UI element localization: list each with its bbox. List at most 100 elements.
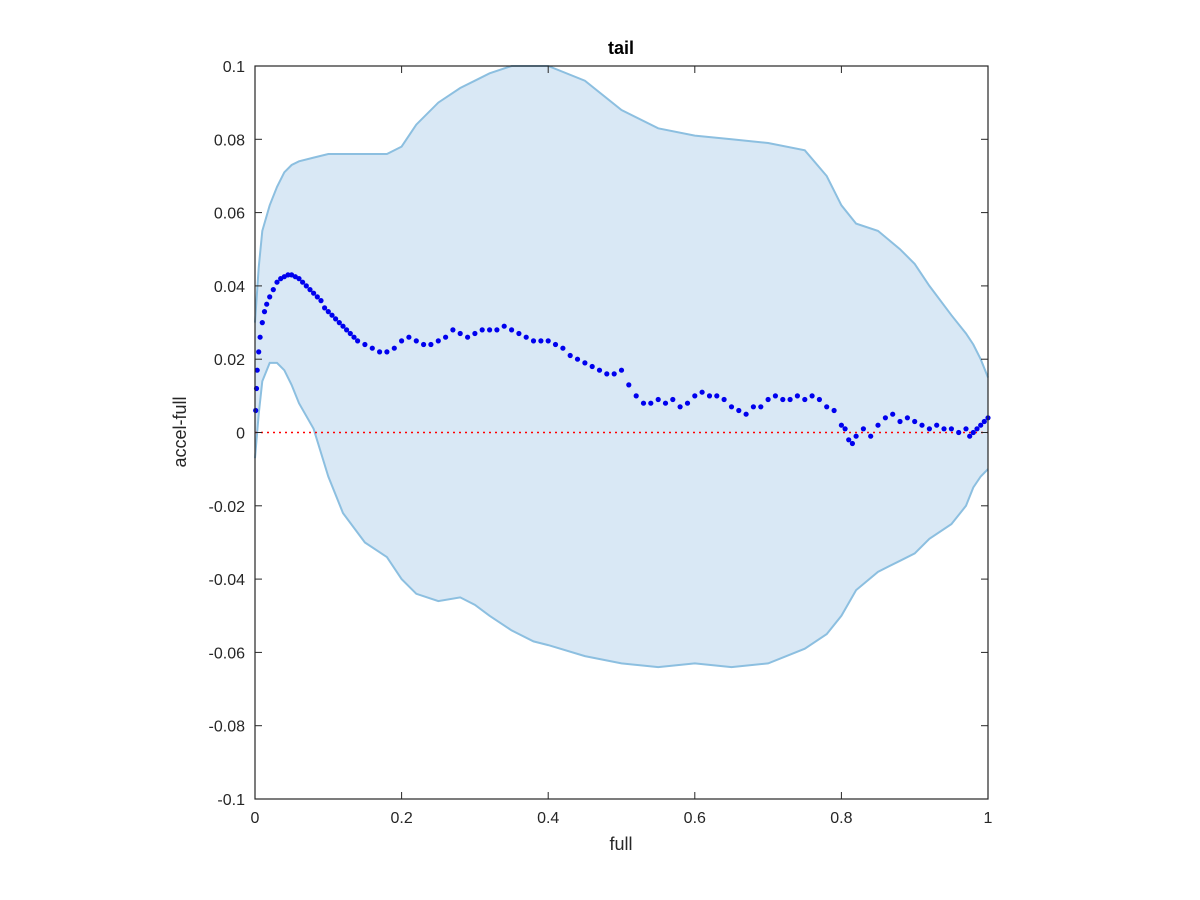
data-point bbox=[633, 393, 639, 399]
data-point bbox=[794, 393, 801, 399]
data-point bbox=[919, 422, 925, 428]
data-point bbox=[318, 298, 324, 304]
data-point bbox=[956, 429, 962, 436]
data-point bbox=[344, 327, 350, 333]
y-tick-label: 0.1 bbox=[223, 59, 245, 76]
data-point bbox=[967, 433, 973, 439]
data-point bbox=[428, 341, 434, 348]
data-point bbox=[421, 341, 427, 348]
data-point bbox=[816, 396, 823, 403]
y-tick-label: 0 bbox=[236, 426, 245, 443]
data-point bbox=[479, 327, 485, 333]
data-point bbox=[296, 276, 302, 282]
y-tick-label: 0.08 bbox=[214, 132, 245, 149]
data-point bbox=[336, 320, 342, 326]
data-point bbox=[574, 356, 581, 362]
data-point bbox=[626, 382, 632, 388]
data-point bbox=[875, 422, 881, 428]
data-point bbox=[670, 396, 676, 403]
data-point bbox=[314, 294, 320, 300]
x-tick-label: 1 bbox=[984, 810, 993, 827]
data-point bbox=[509, 327, 515, 333]
data-point bbox=[662, 400, 669, 406]
y-tick-label: 0.06 bbox=[214, 206, 245, 223]
data-point bbox=[329, 312, 335, 318]
data-point bbox=[963, 426, 969, 432]
x-tick-label: 0.6 bbox=[684, 810, 706, 827]
data-point bbox=[846, 437, 852, 443]
data-point bbox=[322, 305, 328, 311]
data-point bbox=[904, 415, 911, 421]
data-point bbox=[765, 396, 771, 403]
data-point bbox=[406, 334, 412, 340]
data-point bbox=[435, 338, 441, 344]
data-point bbox=[677, 404, 683, 410]
data-point bbox=[264, 301, 270, 307]
x-tick-label: 0.2 bbox=[390, 810, 412, 827]
data-point bbox=[560, 345, 566, 351]
data-point bbox=[596, 367, 603, 373]
y-tick-label: -0.1 bbox=[217, 792, 245, 809]
data-point bbox=[384, 349, 390, 355]
data-point bbox=[849, 440, 856, 447]
data-point bbox=[706, 393, 713, 399]
data-point bbox=[270, 287, 276, 293]
data-point bbox=[802, 396, 808, 403]
x-tick-label: 0 bbox=[251, 810, 260, 827]
data-point bbox=[256, 349, 262, 355]
data-point bbox=[311, 290, 317, 296]
y-tick-label: -0.04 bbox=[209, 572, 246, 589]
data-point bbox=[457, 330, 463, 337]
data-point bbox=[640, 400, 647, 406]
data-point bbox=[934, 422, 940, 428]
data-point bbox=[516, 330, 522, 337]
data-point bbox=[604, 371, 610, 377]
data-point bbox=[501, 323, 507, 329]
data-point bbox=[860, 426, 867, 432]
data-point bbox=[362, 341, 368, 348]
data-point bbox=[259, 320, 265, 326]
data-point bbox=[842, 426, 848, 432]
x-tick-label: 0.8 bbox=[830, 810, 852, 827]
data-point bbox=[831, 407, 837, 414]
data-point bbox=[538, 338, 544, 344]
data-point bbox=[853, 433, 859, 439]
x-axis-label: full bbox=[609, 834, 632, 854]
data-point bbox=[655, 396, 661, 403]
data-point bbox=[618, 367, 625, 373]
y-tick-label: -0.08 bbox=[209, 719, 246, 736]
data-point bbox=[257, 334, 263, 340]
data-point bbox=[970, 429, 976, 436]
data-point bbox=[743, 411, 749, 417]
y-tick-label: -0.02 bbox=[209, 499, 246, 516]
data-point bbox=[494, 327, 500, 333]
data-point bbox=[254, 367, 260, 373]
data-point bbox=[897, 418, 903, 425]
data-point bbox=[750, 404, 757, 410]
data-point bbox=[824, 404, 830, 410]
y-tick-label: 0.04 bbox=[214, 279, 245, 296]
data-point bbox=[465, 334, 471, 340]
data-point bbox=[611, 371, 617, 377]
data-point bbox=[399, 338, 405, 344]
chart-title: tail bbox=[608, 38, 634, 58]
data-point bbox=[948, 426, 955, 432]
data-point bbox=[472, 330, 478, 337]
y-tick-label: -0.06 bbox=[209, 645, 246, 662]
data-point bbox=[285, 272, 291, 278]
data-point bbox=[355, 338, 361, 344]
data-point bbox=[721, 396, 727, 403]
data-point bbox=[912, 418, 918, 425]
data-point bbox=[648, 400, 654, 406]
y-axis-label: accel-full bbox=[170, 396, 190, 467]
data-point bbox=[567, 352, 573, 359]
data-point bbox=[369, 345, 375, 351]
data-point bbox=[728, 404, 735, 410]
x-tick-label: 0.4 bbox=[537, 810, 559, 827]
data-point bbox=[303, 283, 309, 289]
data-point bbox=[267, 294, 273, 300]
data-point bbox=[274, 279, 280, 285]
data-point bbox=[325, 309, 331, 315]
data-point bbox=[443, 334, 449, 340]
